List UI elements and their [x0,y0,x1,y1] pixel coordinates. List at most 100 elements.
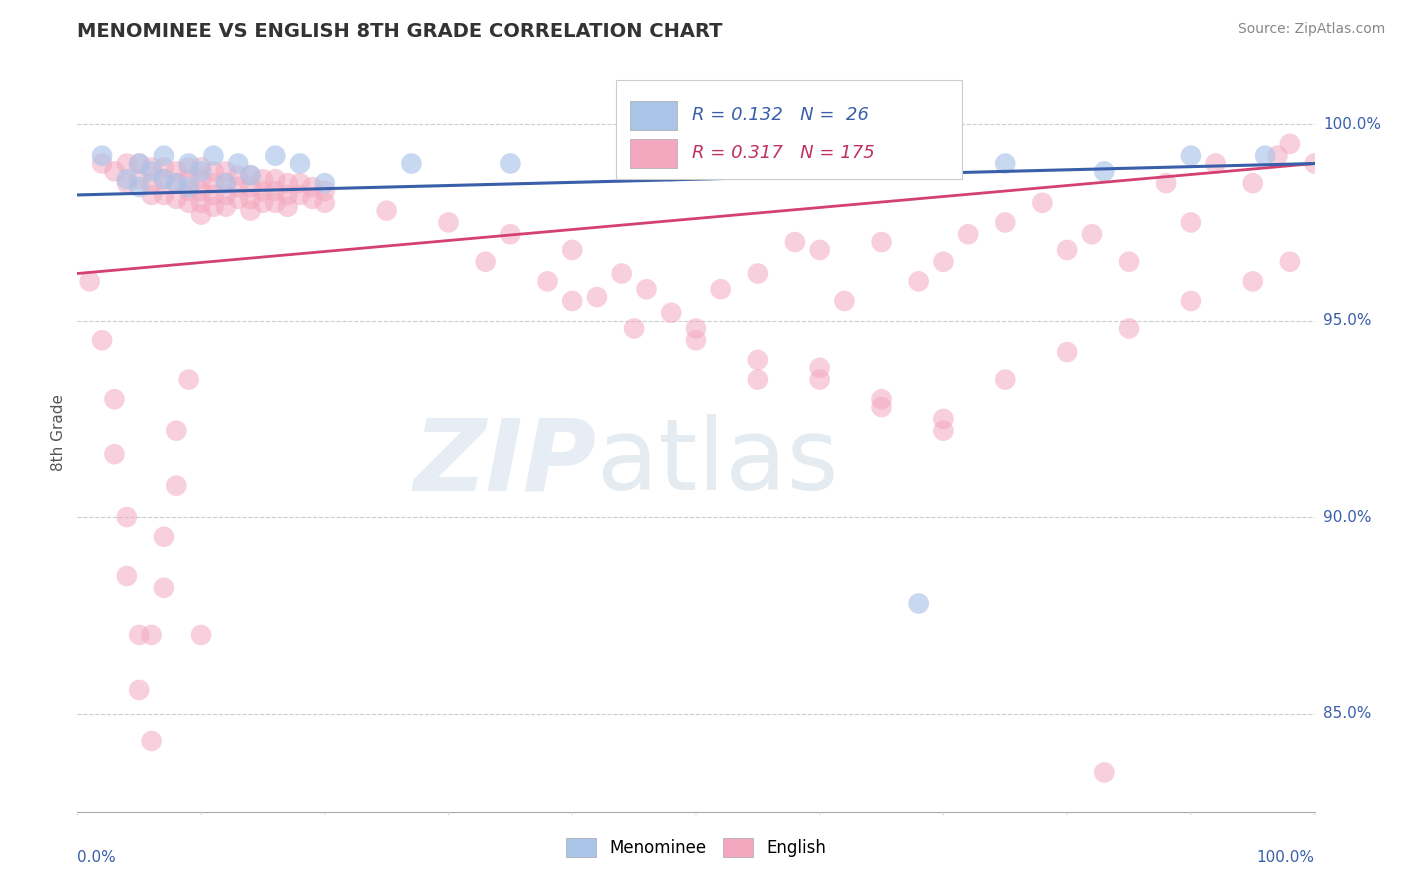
Point [153,530,176,544]
Point [277,200,299,214]
Point [165,192,187,206]
Point [226,180,249,194]
Point [277,176,299,190]
Point [215,176,238,190]
Point [103,392,125,407]
Point [561,293,583,308]
Point [685,334,707,348]
Point [153,581,176,595]
Point [177,172,200,186]
Point [288,188,311,202]
FancyBboxPatch shape [616,80,962,178]
Point [401,156,423,170]
Text: Source: ZipAtlas.com: Source: ZipAtlas.com [1237,22,1385,37]
Point [264,172,287,186]
Point [153,149,176,163]
Text: 85.0%: 85.0% [1323,706,1371,721]
Point [153,172,176,186]
Point [177,180,200,194]
Point [659,306,682,320]
Point [115,176,138,190]
Point [165,176,187,190]
Point [177,161,200,175]
Point [153,188,176,202]
Text: ZIP: ZIP [413,415,598,511]
Point [1081,227,1104,242]
Point [586,290,609,304]
Point [994,156,1017,170]
Point [264,195,287,210]
Point [190,208,212,222]
Point [141,176,163,190]
Point [870,392,893,407]
Point [1205,156,1227,170]
Point [153,172,176,186]
Point [314,195,336,210]
Point [202,149,225,163]
Point [536,274,558,288]
Point [1031,195,1053,210]
Point [252,172,274,186]
Point [177,373,200,387]
Point [710,282,733,296]
Point [239,180,262,194]
Point [1278,254,1301,268]
Point [91,149,114,163]
Point [783,235,806,249]
Point [870,400,893,414]
Text: 0.0%: 0.0% [77,849,117,864]
Point [79,274,101,288]
Point [128,156,150,170]
Point [1278,136,1301,151]
Point [994,215,1017,229]
Point [165,478,187,492]
Point [907,274,929,288]
Point [153,161,176,175]
Point [264,184,287,198]
Point [1180,215,1202,229]
Point [91,334,114,348]
Point [932,424,955,438]
Point [190,164,212,178]
Point [561,243,583,257]
Point [226,169,249,183]
Point [1056,345,1078,359]
Point [1303,156,1326,170]
Point [177,195,200,210]
Point [141,628,163,642]
Point [190,172,212,186]
Point [808,360,831,375]
Y-axis label: 8th Grade: 8th Grade [51,394,66,471]
Point [301,180,323,194]
Text: 100.0%: 100.0% [1323,117,1381,132]
Point [128,628,150,642]
Point [870,235,893,249]
Point [301,192,323,206]
Point [115,156,138,170]
Point [1092,164,1115,178]
Point [264,149,287,163]
Text: 95.0%: 95.0% [1323,313,1371,328]
Point [239,203,262,218]
Point [932,412,955,426]
Point [957,227,980,242]
Point [239,169,262,183]
Point [314,184,336,198]
Text: MENOMINEE VS ENGLISH 8TH GRADE CORRELATION CHART: MENOMINEE VS ENGLISH 8TH GRADE CORRELATI… [77,21,723,41]
Point [128,180,150,194]
Bar [630,139,678,168]
Point [226,156,249,170]
Point [141,164,163,178]
Point [165,164,187,178]
Point [659,164,682,178]
Point [215,188,238,202]
Point [115,569,138,583]
Point [685,321,707,335]
Point [252,184,274,198]
Point [103,164,125,178]
Point [202,188,225,202]
Point [202,176,225,190]
Point [1180,293,1202,308]
Text: 90.0%: 90.0% [1323,509,1371,524]
Point [128,682,150,697]
